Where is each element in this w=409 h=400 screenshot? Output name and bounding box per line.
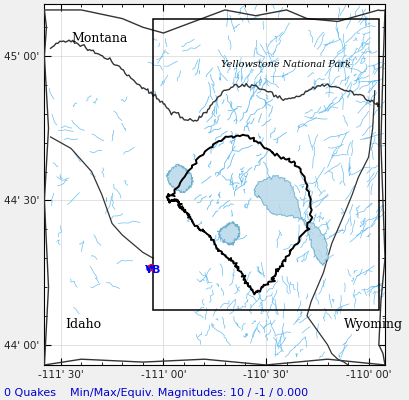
Bar (153, 18, 378, 310)
Polygon shape (166, 164, 193, 193)
Text: 0 Quakes    Min/Max/Equiv. Magnitudes: 10 / -1 / 0.000: 0 Quakes Min/Max/Equiv. Magnitudes: 10 /… (4, 388, 308, 398)
Polygon shape (253, 176, 328, 266)
Text: Idaho: Idaho (65, 318, 101, 331)
Polygon shape (217, 222, 239, 245)
Text: Montana: Montana (71, 32, 127, 45)
Text: YB: YB (144, 266, 160, 276)
Text: Wyoming: Wyoming (343, 318, 402, 331)
Text: Yellowstone National Park: Yellowstone National Park (220, 60, 350, 69)
